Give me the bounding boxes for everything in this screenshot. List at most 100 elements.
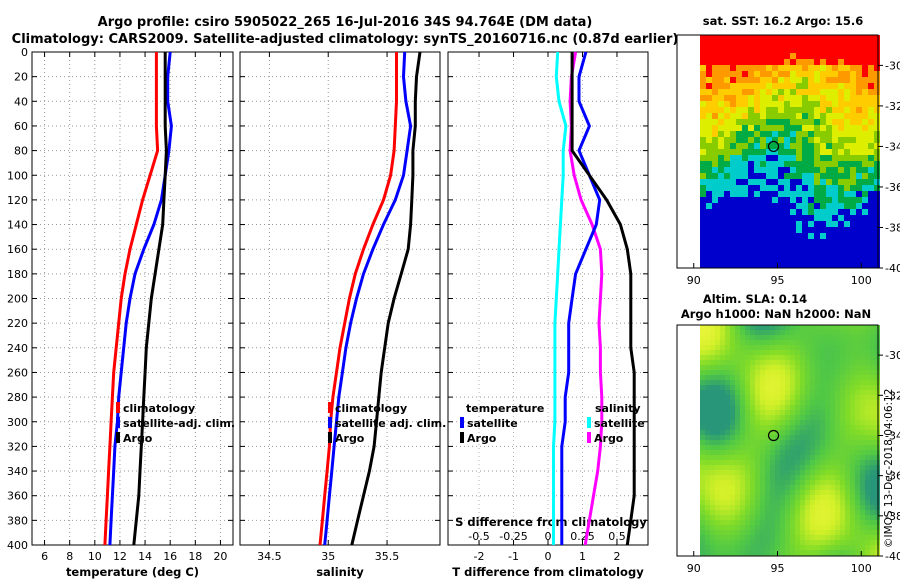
sst-cell — [838, 107, 844, 113]
sla-cell — [785, 510, 790, 515]
sla-cell — [855, 525, 860, 530]
sst-cell — [850, 137, 856, 143]
sla-cell — [805, 390, 810, 395]
sst-cell — [814, 119, 820, 125]
sst-cell — [736, 89, 742, 95]
depth-tick-label: 400 — [7, 539, 28, 552]
sla-cell — [840, 365, 845, 370]
sla-cell — [835, 470, 840, 475]
sst-cell — [796, 185, 802, 191]
sla-cell — [770, 505, 775, 510]
sla-cell — [780, 530, 785, 535]
sla-cell — [715, 430, 720, 435]
sst-cell — [826, 161, 832, 167]
sla-cell — [800, 425, 805, 430]
sla-cell — [735, 340, 740, 345]
sst-cell — [844, 257, 850, 263]
depth-tick-label: 380 — [7, 514, 28, 527]
sla-cell — [820, 330, 825, 335]
sla-cell — [720, 380, 725, 385]
sst-cell — [832, 203, 838, 209]
sst-cell — [724, 203, 730, 209]
sla-cell — [820, 445, 825, 450]
sst-cell — [736, 173, 742, 179]
sst-cell — [862, 125, 868, 131]
sla-cell — [750, 410, 755, 415]
sla-cell — [860, 515, 865, 520]
sst-cell — [784, 227, 790, 233]
sst-cell — [856, 53, 862, 59]
sla-cell — [735, 325, 740, 330]
sla-cell — [725, 380, 730, 385]
sst-cell — [754, 161, 760, 167]
sla-cell — [840, 550, 845, 555]
sst-cell — [748, 35, 754, 41]
sst-cell — [778, 143, 784, 149]
sst-cell — [706, 107, 712, 113]
sla-cell — [820, 520, 825, 525]
sla-cell — [725, 485, 730, 490]
sla-cell — [730, 355, 735, 360]
sst-cell — [832, 245, 838, 251]
depth-tick-label: 40 — [14, 95, 28, 108]
sla-map-title: Altim. SLA: 0.14 — [703, 292, 807, 306]
sla-cell — [750, 400, 755, 405]
depth-tick-label: 20 — [14, 71, 28, 84]
sst-cell — [832, 263, 838, 268]
sla-cell — [710, 345, 715, 350]
sla-cell — [715, 500, 720, 505]
sla-cell — [765, 400, 770, 405]
sla-cell — [745, 450, 750, 455]
sla-cell — [805, 330, 810, 335]
sla-cell — [795, 525, 800, 530]
sla-cell — [840, 385, 845, 390]
sla-cell — [775, 325, 780, 330]
sla-cell — [845, 395, 850, 400]
sst-cell — [742, 251, 748, 257]
sla-cell — [860, 465, 865, 470]
sst-cell — [856, 35, 862, 41]
sst-cell — [754, 251, 760, 257]
sla-cell — [760, 510, 765, 515]
sla-cell — [785, 525, 790, 530]
sla-cell — [725, 535, 730, 540]
sst-cell — [760, 137, 766, 143]
sla-cell — [710, 420, 715, 425]
sla-cell — [720, 375, 725, 380]
sla-cell — [785, 545, 790, 550]
sla-cell — [850, 445, 855, 450]
sla-cell — [845, 450, 850, 455]
sla-cell — [830, 350, 835, 355]
sst-cell — [766, 203, 772, 209]
sla-cell — [810, 425, 815, 430]
sst-cell — [790, 113, 796, 119]
sla-cell — [770, 430, 775, 435]
sla-cell — [755, 360, 760, 365]
sst-cell — [700, 131, 706, 137]
legend-label: satellite — [467, 417, 518, 430]
sst-cell — [874, 143, 880, 149]
sla-cell — [745, 360, 750, 365]
sla-cell — [820, 450, 825, 455]
sst-cell — [868, 41, 874, 47]
sla-cell — [710, 455, 715, 460]
sst-cell — [802, 239, 808, 245]
sst-cell — [826, 101, 832, 107]
sla-cell — [810, 480, 815, 485]
sst-cell — [700, 59, 706, 65]
sla-cell — [825, 440, 830, 445]
sst-cell — [748, 239, 754, 245]
sla-cell — [750, 370, 755, 375]
sst-cell — [874, 101, 880, 107]
sla-cell — [830, 550, 835, 555]
sla-cell — [790, 545, 795, 550]
sla-cell — [820, 365, 825, 370]
sla-cell — [825, 375, 830, 380]
sst-cell — [796, 119, 802, 125]
sst-cell — [700, 107, 706, 113]
sla-cell — [745, 495, 750, 500]
sst-cell — [814, 47, 820, 53]
sst-cell — [766, 185, 772, 191]
sla-cell — [835, 505, 840, 510]
sla-cell — [870, 465, 875, 470]
